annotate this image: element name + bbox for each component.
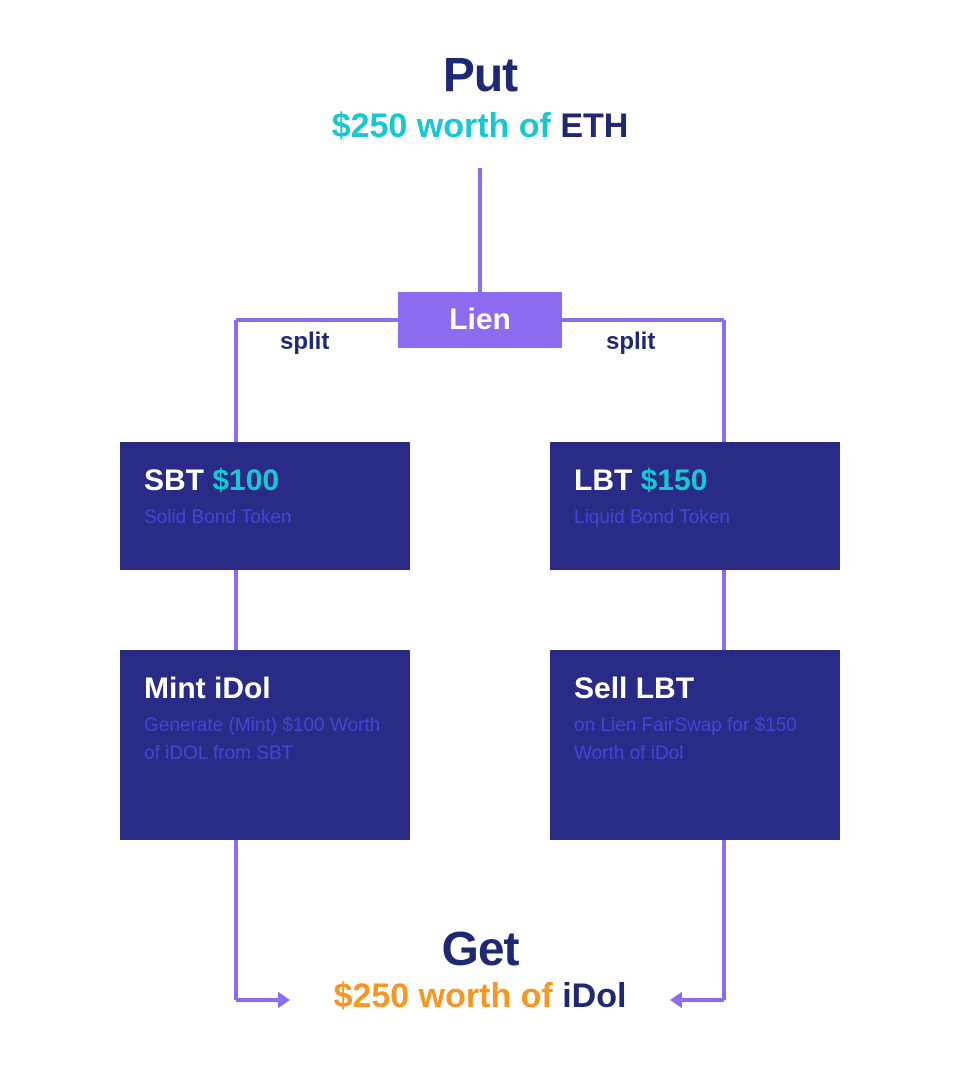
sbt-sub: Solid Bond Token: [144, 504, 386, 532]
mint-name: Mint: [144, 672, 206, 705]
put-asset: ETH: [560, 107, 628, 145]
sell-card: Sell LBT on Lien FairSwap for $150 Worth…: [550, 650, 840, 840]
sell-asset: LBT: [636, 672, 694, 705]
header-block: Put $250 worth of ETH: [0, 48, 960, 146]
lbt-sub: Liquid Bond Token: [574, 504, 816, 532]
lbt-card: LBT $150 Liquid Bond Token: [550, 442, 840, 570]
get-title: Get: [0, 922, 960, 977]
lien-node: Lien: [398, 292, 562, 348]
put-worth: worth of: [417, 107, 551, 145]
put-amount: $250: [332, 107, 408, 145]
split-label-left: split: [280, 328, 329, 356]
sell-sub: on Lien FairSwap for $150 Worth of iDol: [574, 712, 816, 767]
mint-sub: Generate (Mint) $100 Worth of iDOL from …: [144, 712, 386, 767]
flowchart-canvas: Put $250 worth of ETH Lien split split S…: [0, 0, 960, 1077]
lbt-title: LBT $150: [574, 464, 816, 498]
sbt-value: $100: [212, 464, 279, 497]
mint-asset: iDol: [214, 672, 271, 705]
sell-title: Sell LBT: [574, 672, 816, 706]
mint-card: Mint iDol Generate (Mint) $100 Worth of …: [120, 650, 410, 840]
sbt-title: SBT $100: [144, 464, 386, 498]
get-amount: $250: [334, 977, 410, 1015]
footer-block: Get $250 worth of iDol: [0, 922, 960, 1016]
get-worth: worth of: [419, 977, 553, 1015]
lbt-name: LBT: [574, 464, 632, 497]
sbt-name: SBT: [144, 464, 204, 497]
get-asset: iDol: [562, 977, 626, 1015]
put-title: Put: [0, 48, 960, 103]
sell-name: Sell: [574, 672, 627, 705]
lien-label: Lien: [449, 303, 511, 337]
put-subtitle: $250 worth of ETH: [0, 107, 960, 146]
lbt-value: $150: [641, 464, 708, 497]
get-subtitle: $250 worth of iDol: [0, 977, 960, 1016]
split-label-right: split: [606, 328, 655, 356]
sbt-card: SBT $100 Solid Bond Token: [120, 442, 410, 570]
mint-title: Mint iDol: [144, 672, 386, 706]
